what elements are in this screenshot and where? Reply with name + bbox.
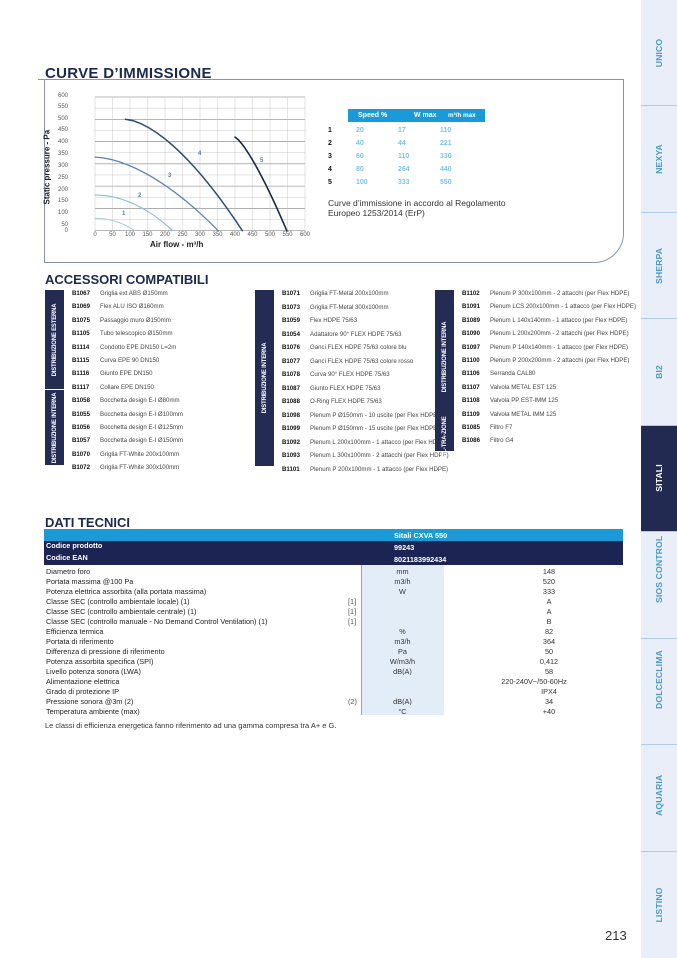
svg-text:2: 2 — [138, 193, 142, 199]
svg-text:3: 3 — [168, 173, 172, 179]
svg-text:1: 1 — [122, 211, 126, 217]
svg-text:5: 5 — [260, 158, 264, 164]
svg-text:4: 4 — [198, 151, 202, 157]
